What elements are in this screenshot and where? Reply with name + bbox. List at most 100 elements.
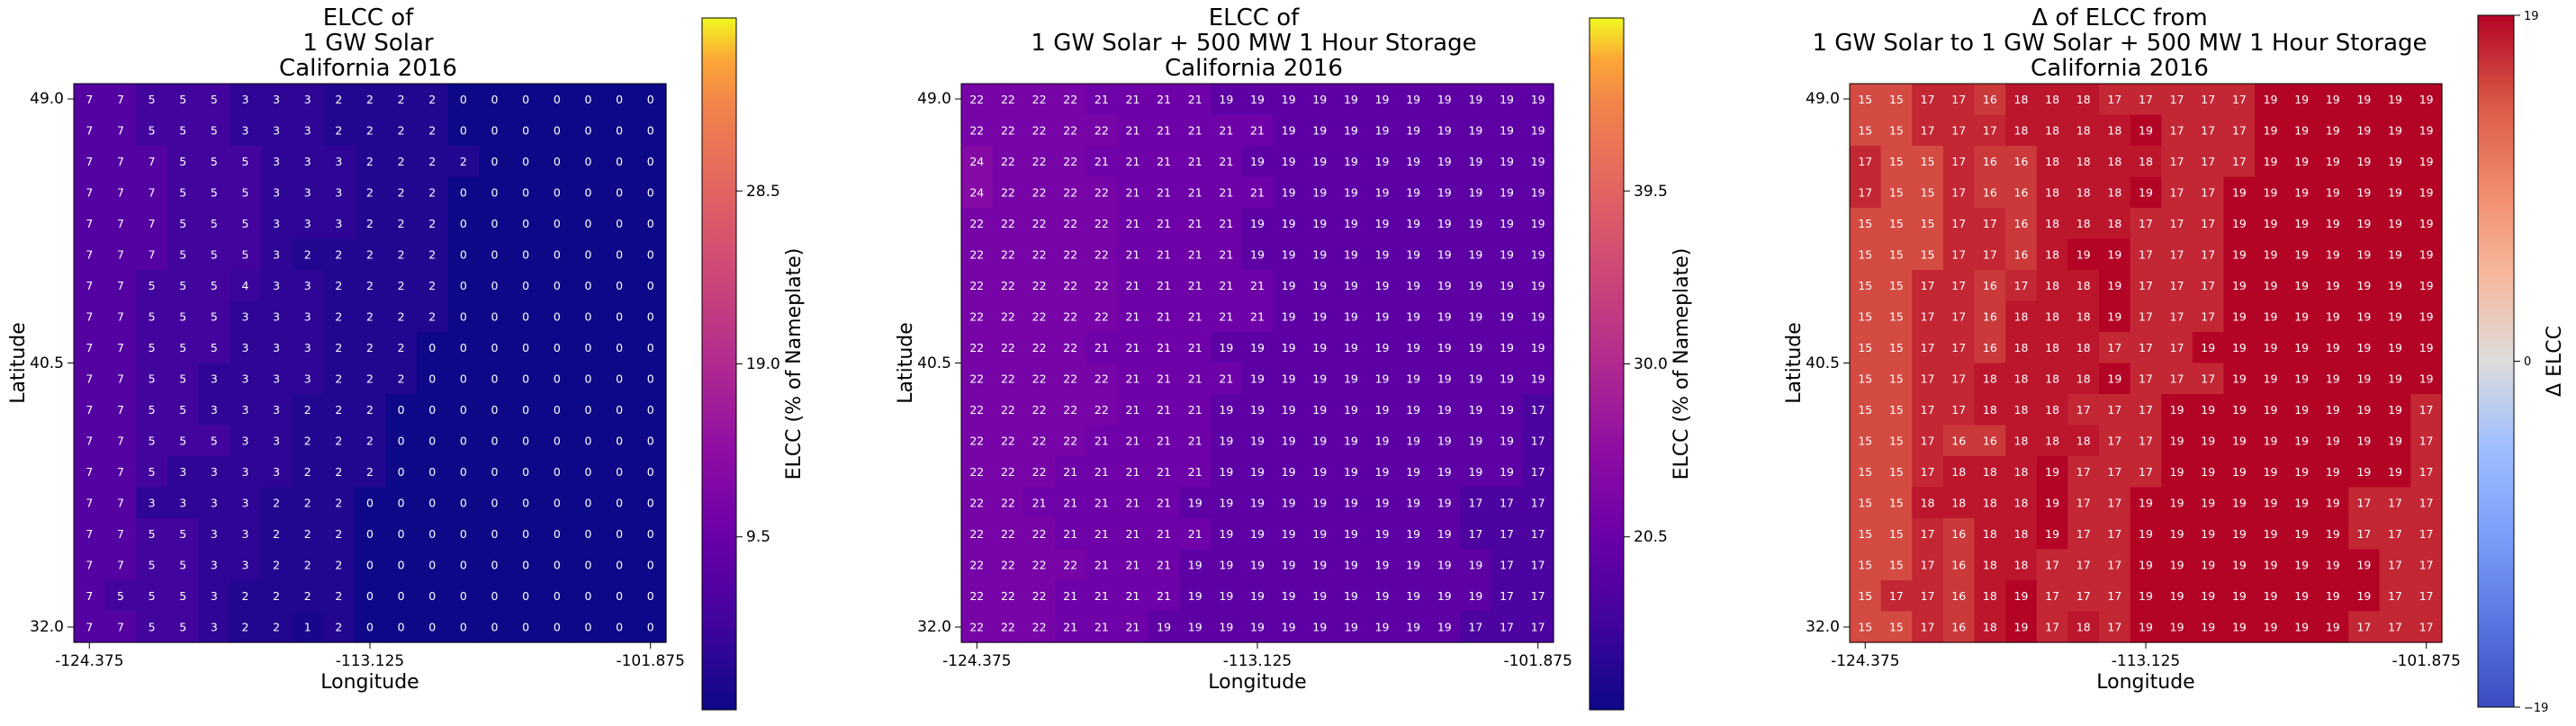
- panel-2-heatmap-cell: [1179, 425, 1211, 457]
- panel-1-heatmap-cell: [635, 146, 667, 178]
- panel-1-cell-value: 0: [647, 527, 654, 541]
- panel-1-cell-value: 0: [647, 403, 654, 417]
- panel-3-heatmap-cell: [2255, 176, 2287, 209]
- panel-2-cell-value: 19: [1406, 372, 1420, 385]
- panel-3-heatmap-cell: [2099, 363, 2131, 395]
- panel-2-heatmap-cell: [1366, 114, 1399, 147]
- panel-1-cell-value: 5: [149, 93, 156, 106]
- panel-2-heatmap-cell: [1023, 363, 1056, 395]
- panel-2-heatmap-cell: [1522, 238, 1554, 271]
- panel-3-cell-value: 17: [2170, 123, 2184, 137]
- panel-2-heatmap-cell: [1179, 84, 1211, 116]
- panel-3-cell-value: 19: [2419, 341, 2434, 354]
- panel-3-cell-value: 17: [2356, 527, 2371, 541]
- panel-2-heatmap-cell: [1241, 518, 1274, 551]
- panel-1-cell-value: 2: [304, 589, 311, 603]
- panel-3-heatmap-cell: [2005, 300, 2038, 333]
- panel-3-cell-value: 19: [2388, 185, 2402, 199]
- panel-1-heatmap-cell: [509, 549, 543, 581]
- panel-3-heatmap-cell: [2005, 611, 2038, 643]
- panel-3-heatmap-cell: [2255, 456, 2287, 488]
- panel-2-heatmap-cell: [1148, 208, 1181, 240]
- panel-1-heatmap-cell: [74, 425, 106, 457]
- panel-3-heatmap-cell: [1942, 114, 1976, 147]
- panel-2-heatmap-cell: [961, 176, 994, 209]
- panel-1-xlabel: Longitude: [320, 671, 419, 694]
- panel-2-cell-value: 19: [1344, 620, 1358, 633]
- panel-3-cell-value: 19: [2170, 558, 2184, 571]
- panel-3-cell-value: 19: [2294, 403, 2309, 417]
- panel-3-title-line-3: California 2016: [2031, 55, 2209, 82]
- panel-1-heatmap-cell: [509, 487, 543, 519]
- panel-3-heatmap-cell: [2067, 84, 2100, 116]
- panel-2-heatmap-cell: [1397, 332, 1430, 364]
- panel-3-heatmap-cell: [1974, 549, 2006, 581]
- panel-3-cell-value: 18: [2076, 217, 2091, 230]
- panel-3-cell-value: 17: [1983, 217, 1997, 230]
- panel-2-heatmap-cell: [1366, 549, 1399, 581]
- panel-1-cell-value: 0: [491, 185, 499, 199]
- panel-1-cell-value: 7: [86, 558, 93, 571]
- panel-2-cell-value: 19: [1406, 403, 1420, 417]
- panel-3-cell-value: 15: [1889, 155, 1904, 168]
- panel-3-cell-value: 16: [1983, 155, 1997, 168]
- panel-3-cell-value: 19: [2107, 247, 2121, 261]
- panel-3-cell-value: 19: [2201, 465, 2215, 479]
- panel-1-heatmap-cell: [572, 208, 605, 240]
- panel-2-heatmap-cell: [1117, 549, 1149, 581]
- panel-1-cell-value: 0: [460, 620, 467, 633]
- panel-2-heatmap-cell: [1117, 518, 1149, 551]
- panel-1-cell-value: 5: [149, 558, 156, 571]
- panel-2-heatmap-cell: [1397, 580, 1430, 613]
- panel-1-heatmap-cell: [572, 394, 605, 426]
- panel-3-cell-value: 17: [1951, 403, 1966, 417]
- panel-2-cell-value: 21: [1063, 496, 1077, 509]
- panel-3-cell-value: 18: [2076, 185, 2091, 199]
- panel-2-heatmap-cell: [1335, 363, 1367, 395]
- panel-3-cell-value: 19: [2294, 558, 2309, 571]
- panel-3-heatmap-cell: [1912, 611, 1944, 643]
- panel-2-heatmap-cell: [1211, 270, 1243, 302]
- panel-3-cell-value: 17: [2170, 372, 2184, 385]
- panel-1-heatmap-cell: [104, 518, 137, 551]
- panel-3-title-line-2: 1 GW Solar to 1 GW Solar + 500 MW 1 Hour…: [1812, 30, 2427, 57]
- panel-3-cell-value: 18: [2045, 403, 2059, 417]
- panel-3-cell-value: 17: [2107, 496, 2121, 509]
- panel-2-cell-value: 21: [1188, 309, 1202, 323]
- panel-1-heatmap-cell: [541, 549, 573, 581]
- panel-2-heatmap-cell: [1397, 176, 1430, 209]
- panel-1-cell-value: 0: [554, 620, 561, 633]
- panel-2-cell-value: 19: [1437, 434, 1452, 447]
- panel-3-cell-value: 19: [2419, 155, 2434, 168]
- panel-2-cell-value: 19: [1250, 465, 1265, 479]
- panel-3-cell-value: 17: [1983, 247, 1997, 261]
- panel-3-heatmap-cell: [2161, 456, 2193, 488]
- panel-2-heatmap-cell: [961, 580, 994, 613]
- panel-3-heatmap-cell: [2255, 611, 2287, 643]
- panel-3-cell-value: 17: [2419, 403, 2434, 417]
- panel-2-heatmap-cell: [1179, 456, 1211, 488]
- panel-1-cell-value: 7: [86, 434, 93, 447]
- panel-1-cell-value: 2: [366, 155, 374, 168]
- panel-3-heatmap-cell: [2005, 518, 2038, 551]
- panel-3-heatmap-cell: [2379, 176, 2411, 209]
- panel-2-cell-value: 21: [1157, 309, 1171, 323]
- panel-2-cell-value: 19: [1312, 434, 1327, 447]
- panel-1-cell-value: 7: [117, 155, 124, 168]
- panel-1-heatmap-cell: [260, 487, 293, 519]
- panel-2-xtick-label-2: -113.125: [1223, 652, 1292, 670]
- panel-1-cell-value: 2: [366, 341, 374, 354]
- panel-2-heatmap-cell: [1491, 270, 1523, 302]
- panel-1-cell-value: 0: [554, 372, 561, 385]
- panel-3-heatmap-cell: [2285, 146, 2319, 178]
- panel-1-cell-value: 0: [428, 620, 436, 633]
- panel-3-heatmap-cell: [2099, 146, 2131, 178]
- panel-2-cell-value: 21: [1094, 589, 1109, 603]
- panel-2-heatmap-cell: [961, 363, 994, 395]
- panel-3-heatmap-cell: [1880, 332, 1913, 364]
- panel-2-cell-value: 21: [1126, 309, 1140, 323]
- panel-3-heatmap-cell: [2036, 611, 2069, 643]
- panel-1-heatmap-cell: [292, 518, 324, 551]
- panel-3-heatmap-cell: [1942, 146, 1976, 178]
- panel-3-heatmap-cell: [2099, 176, 2131, 209]
